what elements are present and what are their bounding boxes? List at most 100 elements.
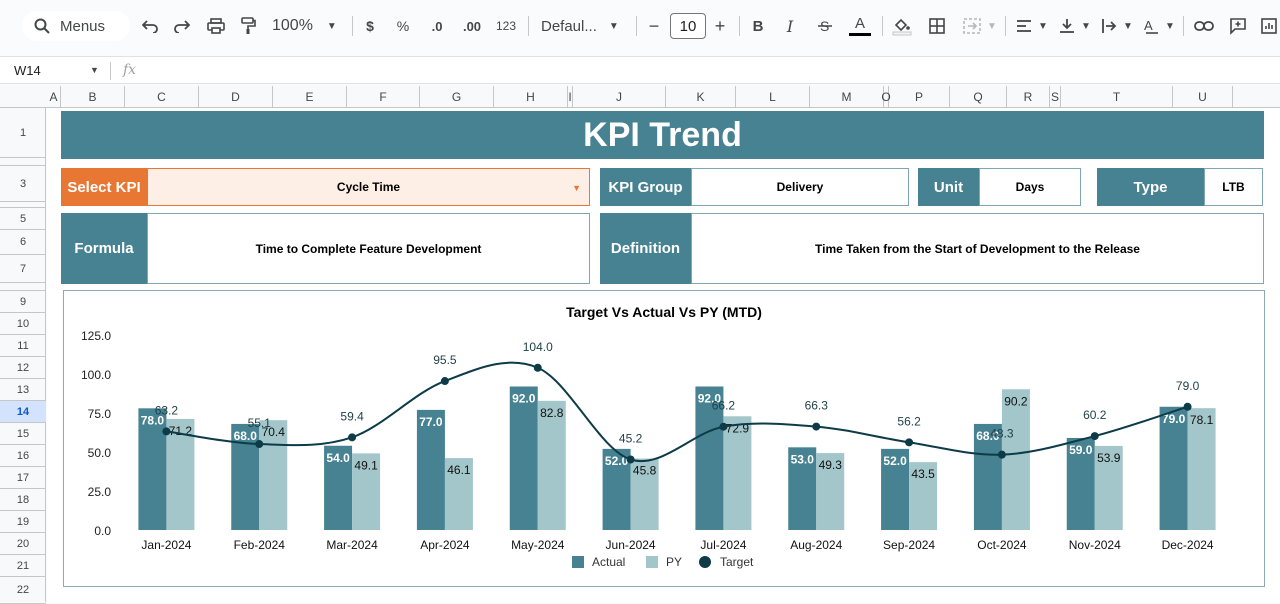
bar-py	[259, 420, 288, 530]
font-family-select[interactable]: Defaul... ▼	[541, 14, 625, 38]
data-label-py: 43.5	[911, 467, 935, 481]
data-label-target: 66.2	[712, 399, 736, 413]
percent-format-button[interactable]: %	[396, 18, 410, 34]
borders-icon[interactable]	[927, 14, 947, 38]
x-tick-label: Jan-2024	[141, 538, 191, 552]
y-tick-label: 50.0	[88, 446, 112, 460]
vertical-align-icon[interactable]: ▼	[1057, 14, 1093, 38]
italic-button[interactable]: I	[786, 16, 794, 36]
row-header-4[interactable]	[0, 202, 46, 208]
text-rotation-icon[interactable]: A ▼	[1141, 14, 1177, 38]
legend-label-actual: Actual	[592, 555, 625, 569]
column-header-l[interactable]: L	[736, 86, 810, 108]
target-point	[812, 422, 821, 431]
paint-format-icon[interactable]	[238, 14, 258, 38]
column-header-a[interactable]: A	[47, 86, 61, 108]
column-header-g[interactable]: G	[420, 86, 494, 108]
font-size-input[interactable]: 10	[670, 13, 706, 39]
insert-comment-icon[interactable]	[1227, 14, 1249, 38]
currency-format-button[interactable]: $	[366, 18, 374, 34]
select-kpi-dropdown[interactable]: Cycle Time ▼	[147, 168, 590, 206]
row-header-22[interactable]: 22	[0, 577, 46, 604]
row-header-3[interactable]: 3	[0, 166, 46, 202]
data-label-actual: 59.0	[1069, 443, 1093, 457]
fill-color-icon[interactable]	[891, 14, 913, 38]
print-icon[interactable]	[205, 14, 227, 38]
legend-label-target: Target	[720, 555, 754, 569]
row-header-21[interactable]: 21	[0, 555, 46, 577]
column-header-q[interactable]: Q	[950, 86, 1007, 108]
chart-container[interactable]: Target Vs Actual Vs PY (MTD) 0.0 25.0 50.0 7…	[63, 290, 1265, 587]
chevron-down-icon: ▼	[1165, 20, 1175, 32]
x-tick-label: May-2024	[511, 538, 565, 552]
row-header-12[interactable]: 12	[0, 357, 46, 379]
bold-button[interactable]: B	[752, 17, 764, 35]
chevron-down-icon[interactable]: ▼	[572, 183, 581, 193]
text-wrapping-icon[interactable]: ▼	[1099, 14, 1135, 38]
horizontal-align-icon[interactable]: ▼	[1014, 14, 1050, 38]
row-header-9[interactable]: 9	[0, 291, 46, 313]
row-header-10[interactable]: 10	[0, 313, 46, 335]
row-header-18[interactable]: 18	[0, 489, 46, 511]
decrease-decimal-button[interactable]: .0	[425, 14, 449, 38]
column-header-f[interactable]: F	[347, 86, 420, 108]
column-header-c[interactable]: C	[125, 86, 199, 108]
data-label-py: 78.1	[1190, 413, 1214, 427]
y-tick-label: 75.0	[88, 407, 112, 421]
bar-py	[630, 458, 659, 530]
insert-chart-icon[interactable]	[1259, 14, 1279, 38]
redo-icon[interactable]	[172, 14, 192, 38]
column-header-r[interactable]: R	[1007, 86, 1050, 108]
row-header-17[interactable]: 17	[0, 467, 46, 489]
data-label-py: 49.1	[354, 458, 378, 472]
row-header-6[interactable]: 6	[0, 230, 46, 255]
column-header-e[interactable]: E	[273, 86, 347, 108]
decrease-font-size-button[interactable]: −	[648, 15, 660, 36]
column-header-i[interactable]: I	[568, 86, 573, 108]
row-header-11[interactable]: 11	[0, 335, 46, 357]
column-header-o[interactable]: O	[881, 86, 891, 108]
bar-py	[352, 453, 381, 530]
row-header-1[interactable]: 1	[0, 108, 46, 158]
row-header-2[interactable]	[0, 158, 46, 166]
bar-py	[816, 453, 845, 530]
column-header-p[interactable]: P	[889, 86, 950, 108]
row-header-13[interactable]: 13	[0, 379, 46, 401]
row-header-14[interactable]: 14	[0, 401, 46, 423]
text-color-button[interactable]: A	[848, 14, 872, 38]
chevron-down-icon[interactable]: ▼	[90, 65, 99, 75]
undo-icon[interactable]	[140, 14, 160, 38]
chart-title: Target Vs Actual Vs PY (MTD)	[566, 304, 762, 320]
column-header-j[interactable]: J	[573, 86, 666, 108]
bar-actual	[138, 408, 167, 530]
x-tick-label: Aug-2024	[790, 538, 842, 552]
increase-font-size-button[interactable]: +	[714, 15, 726, 36]
bar-py	[723, 416, 752, 530]
increase-decimal-button[interactable]: .00	[459, 14, 485, 38]
column-header-h[interactable]: H	[494, 86, 568, 108]
row-header-7[interactable]: 7	[0, 255, 46, 283]
column-header-t[interactable]: T	[1061, 86, 1173, 108]
column-header-b[interactable]: B	[61, 86, 125, 108]
menus-search-button[interactable]: Menus	[22, 11, 130, 41]
name-box[interactable]: W14	[14, 63, 41, 78]
number-format-button[interactable]: 123	[495, 19, 517, 33]
column-header-m[interactable]: M	[810, 86, 884, 108]
dashboard-title: KPI Trend	[61, 111, 1264, 159]
row-header-5[interactable]: 5	[0, 208, 46, 230]
row-header-15[interactable]: 15	[0, 423, 46, 445]
strikethrough-icon[interactable]: S	[815, 14, 835, 38]
column-header-s[interactable]: S	[1050, 86, 1061, 108]
merge-cells-icon[interactable]: ▼	[960, 14, 1000, 38]
row-header-16[interactable]: 16	[0, 445, 46, 467]
zoom-select[interactable]: 100% ▼	[272, 14, 344, 38]
row-header-20[interactable]: 20	[0, 533, 46, 555]
row-header-19[interactable]: 19	[0, 511, 46, 533]
toolbar-divider	[1005, 16, 1006, 36]
column-header-k[interactable]: K	[666, 86, 736, 108]
column-header-d[interactable]: D	[199, 86, 273, 108]
row-header-8[interactable]	[0, 283, 46, 291]
insert-link-icon[interactable]	[1193, 14, 1215, 38]
column-header-u[interactable]: U	[1173, 86, 1233, 108]
increase-decimal-label: .00	[462, 18, 482, 34]
